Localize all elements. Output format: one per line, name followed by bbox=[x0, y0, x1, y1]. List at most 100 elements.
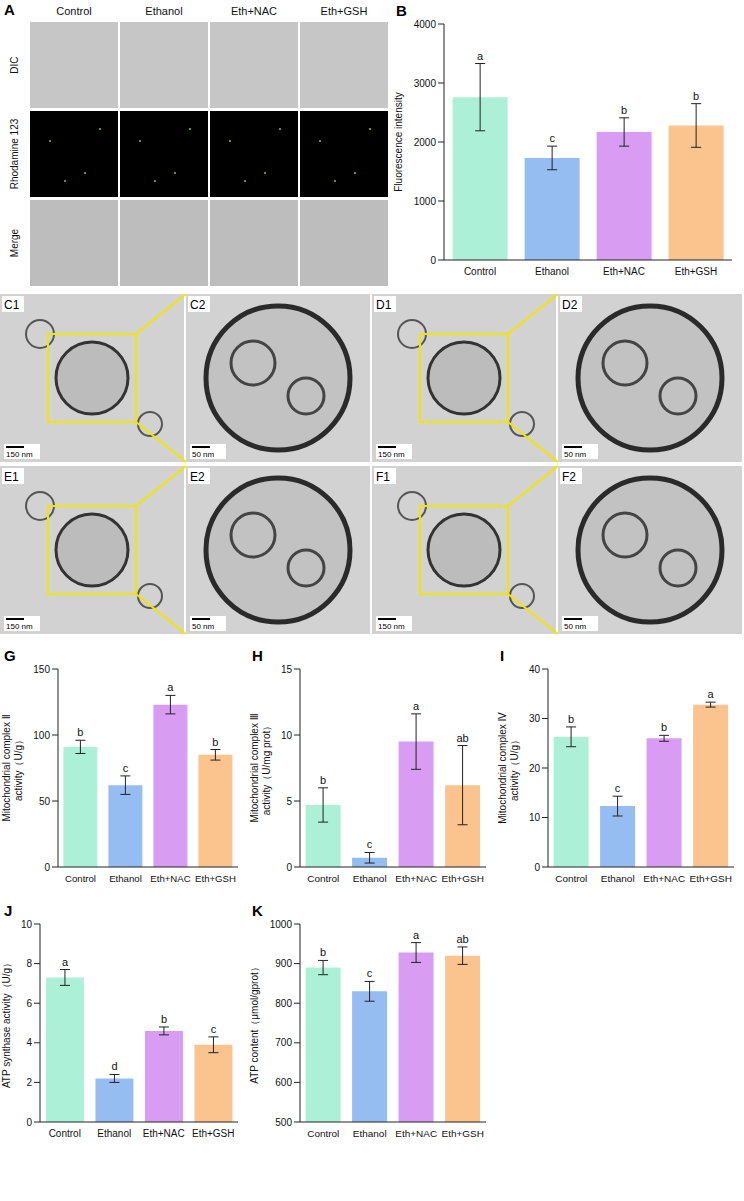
svg-text:2000: 2000 bbox=[414, 137, 437, 148]
svg-text:700: 700 bbox=[275, 1037, 292, 1048]
svg-text:ab: ab bbox=[456, 732, 468, 744]
svg-text:150: 150 bbox=[33, 664, 50, 675]
svg-text:ATP synthase activity（U/g）: ATP synthase activity（U/g） bbox=[1, 958, 12, 1088]
svg-text:Merge: Merge bbox=[9, 228, 20, 257]
svg-text:E1: E1 bbox=[4, 470, 19, 484]
svg-text:Control: Control bbox=[307, 873, 339, 884]
svg-text:Eth+GSH: Eth+GSH bbox=[442, 1128, 484, 1139]
svg-text:Control: Control bbox=[307, 1128, 339, 1139]
svg-text:Eth+NAC: Eth+NAC bbox=[395, 1128, 437, 1139]
svg-text:50 nm: 50 nm bbox=[192, 622, 215, 631]
svg-text:0: 0 bbox=[534, 862, 540, 873]
svg-text:6: 6 bbox=[26, 998, 32, 1009]
svg-text:F2: F2 bbox=[562, 470, 576, 484]
svg-text:b: b bbox=[661, 721, 667, 733]
svg-text:Eth+NAC: Eth+NAC bbox=[643, 873, 685, 884]
svg-text:F1: F1 bbox=[376, 470, 390, 484]
svg-text:Eth+NAC: Eth+NAC bbox=[143, 1128, 185, 1139]
svg-text:Eth+GSH: Eth+GSH bbox=[690, 873, 732, 884]
svg-text:b: b bbox=[212, 736, 218, 748]
svg-text:500: 500 bbox=[275, 1117, 292, 1128]
svg-text:Eth+GSH: Eth+GSH bbox=[675, 266, 718, 277]
svg-text:Eth+GSH: Eth+GSH bbox=[442, 873, 484, 884]
svg-text:Control: Control bbox=[56, 5, 91, 17]
svg-text:a: a bbox=[708, 688, 715, 700]
svg-text:a: a bbox=[167, 681, 174, 693]
svg-text:600: 600 bbox=[275, 1077, 292, 1088]
svg-text:1000: 1000 bbox=[414, 196, 437, 207]
svg-text:a: a bbox=[477, 50, 484, 62]
svg-text:4000: 4000 bbox=[414, 19, 437, 30]
svg-text:Eth+GSH: Eth+GSH bbox=[195, 873, 236, 884]
svg-text:A: A bbox=[4, 1, 15, 18]
svg-text:100: 100 bbox=[33, 730, 50, 741]
svg-text:b: b bbox=[320, 774, 326, 786]
svg-text:4: 4 bbox=[26, 1037, 32, 1048]
svg-text:150 nm: 150 nm bbox=[6, 622, 33, 631]
svg-text:Eth+NAC: Eth+NAC bbox=[395, 873, 437, 884]
svg-text:E2: E2 bbox=[190, 470, 205, 484]
svg-text:0: 0 bbox=[286, 862, 292, 873]
svg-text:20: 20 bbox=[529, 763, 541, 774]
svg-text:b: b bbox=[621, 104, 627, 116]
svg-text:C1: C1 bbox=[4, 298, 20, 312]
svg-text:30: 30 bbox=[529, 713, 541, 724]
svg-text:Control: Control bbox=[49, 1128, 81, 1139]
svg-text:c: c bbox=[123, 762, 129, 774]
svg-text:900: 900 bbox=[275, 958, 292, 969]
svg-text:8: 8 bbox=[26, 958, 32, 969]
svg-text:b: b bbox=[161, 1013, 167, 1025]
svg-text:50 nm: 50 nm bbox=[564, 450, 587, 459]
svg-text:Ethanol: Ethanol bbox=[109, 873, 142, 884]
svg-text:a: a bbox=[62, 956, 69, 968]
svg-text:Rhodamine 123: Rhodamine 123 bbox=[9, 118, 20, 189]
svg-text:C2: C2 bbox=[190, 298, 206, 312]
svg-text:D2: D2 bbox=[562, 298, 578, 312]
svg-text:150 nm: 150 nm bbox=[378, 450, 405, 459]
svg-text:Eth+NAC: Eth+NAC bbox=[603, 266, 645, 277]
svg-text:Control: Control bbox=[65, 873, 96, 884]
svg-text:150 nm: 150 nm bbox=[6, 450, 33, 459]
svg-text:Mitochondrial complex Ⅱactivit: Mitochondrial complex Ⅱactivity（U/g） bbox=[1, 714, 24, 821]
svg-text:ATP content（μmol/gprot）: ATP content（μmol/gprot） bbox=[249, 962, 260, 1084]
svg-text:800: 800 bbox=[275, 998, 292, 1009]
svg-text:Ethanol: Ethanol bbox=[601, 873, 635, 884]
svg-text:c: c bbox=[615, 782, 621, 794]
svg-text:50 nm: 50 nm bbox=[192, 450, 215, 459]
svg-text:c: c bbox=[367, 967, 373, 979]
svg-text:50 nm: 50 nm bbox=[564, 622, 587, 631]
svg-text:Eth+NAC: Eth+NAC bbox=[150, 873, 190, 884]
svg-text:a: a bbox=[413, 929, 420, 941]
svg-text:Ethanol: Ethanol bbox=[353, 873, 387, 884]
svg-text:Ethanol: Ethanol bbox=[145, 5, 182, 17]
svg-text:c: c bbox=[211, 1023, 217, 1035]
svg-text:150 nm: 150 nm bbox=[378, 622, 405, 631]
svg-text:3000: 3000 bbox=[414, 78, 437, 89]
svg-text:0: 0 bbox=[430, 255, 436, 266]
svg-text:50: 50 bbox=[39, 796, 51, 807]
svg-text:Control: Control bbox=[464, 266, 496, 277]
svg-text:0: 0 bbox=[44, 862, 50, 873]
svg-text:D1: D1 bbox=[376, 298, 392, 312]
svg-text:DIC: DIC bbox=[9, 56, 20, 73]
svg-text:Eth+GSH: Eth+GSH bbox=[321, 5, 368, 17]
svg-text:0: 0 bbox=[26, 1117, 32, 1128]
svg-text:d: d bbox=[111, 1060, 117, 1072]
svg-text:ab: ab bbox=[456, 933, 468, 945]
svg-text:Ethanol: Ethanol bbox=[535, 266, 569, 277]
svg-text:2: 2 bbox=[26, 1077, 32, 1088]
svg-text:c: c bbox=[367, 838, 373, 850]
svg-text:1000: 1000 bbox=[270, 919, 293, 930]
svg-text:b: b bbox=[77, 726, 83, 738]
svg-text:b: b bbox=[320, 946, 326, 958]
svg-text:5: 5 bbox=[286, 796, 292, 807]
svg-text:Mitochondrial complex Ⅳactivit: Mitochondrial complex Ⅳactivity（U/g） bbox=[497, 711, 520, 823]
svg-text:Eth+GSH: Eth+GSH bbox=[192, 1128, 235, 1139]
svg-text:Mitochondrial complex Ⅲactivit: Mitochondrial complex Ⅲactivity（U/mg pro… bbox=[249, 713, 272, 822]
svg-text:40: 40 bbox=[529, 664, 541, 675]
svg-text:b: b bbox=[568, 713, 574, 725]
svg-text:10: 10 bbox=[21, 919, 33, 930]
svg-text:Eth+NAC: Eth+NAC bbox=[231, 5, 277, 17]
svg-text:10: 10 bbox=[281, 730, 293, 741]
svg-text:c: c bbox=[549, 132, 555, 144]
